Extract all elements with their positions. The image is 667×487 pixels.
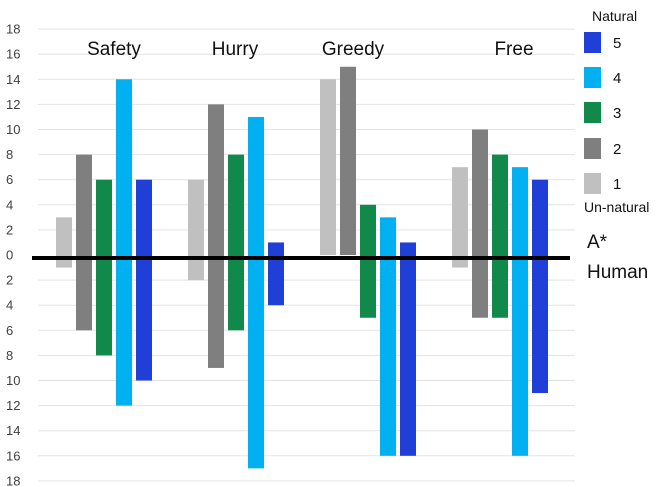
y-tick-label: 10 <box>6 122 20 137</box>
legend-label-2: 2 <box>613 141 621 158</box>
legend-unnatural-label: Un-natural <box>584 199 649 215</box>
astar-annotation: A* <box>587 232 608 253</box>
y-tick-label: 14 <box>6 423 20 438</box>
y-tick-label: 6 <box>6 172 13 187</box>
y-tick-label: 12 <box>6 97 20 112</box>
bar-astar-safety-4 <box>116 79 132 255</box>
y-tick-label: 16 <box>6 448 20 463</box>
legend-swatch-5 <box>584 32 601 53</box>
legend-swatch-1 <box>584 173 601 194</box>
category-labels: Safety Hurry Greedy Free <box>87 39 533 60</box>
y-tick-label: 4 <box>6 197 13 212</box>
category-label-greedy: Greedy <box>322 39 385 60</box>
bar-astar-hurry-4 <box>248 116 264 255</box>
y-tick-label: 4 <box>6 298 13 313</box>
bar-human-hurry-4 <box>248 255 264 469</box>
bar-human-hurry-3 <box>228 255 244 331</box>
y-tick-label: 8 <box>6 147 13 162</box>
bar-astar-greedy-5 <box>400 242 416 255</box>
bar-human-hurry-2 <box>208 255 224 368</box>
bar-human-greedy-5 <box>400 255 416 456</box>
y-tick-label: 2 <box>6 273 13 288</box>
bar-astar-hurry-3 <box>228 154 244 255</box>
y-axis-ticks: 18 16 14 12 10 8 6 4 2 0 2 4 6 8 10 12 14 16 18 <box>6 22 20 487</box>
bar-human-safety-4 <box>116 255 132 406</box>
category-label-safety: Safety <box>87 39 141 60</box>
bar-astar-hurry-1 <box>188 179 204 255</box>
bar-human-free-2 <box>472 255 488 318</box>
bar-astar-free-4 <box>512 167 528 255</box>
bar-astar-greedy-2 <box>340 66 356 255</box>
bar-human-greedy-3 <box>360 255 376 318</box>
bar-astar-hurry-2 <box>208 104 224 256</box>
bar-human-safety-2 <box>76 255 92 331</box>
bar-human-safety-5 <box>136 255 152 381</box>
bar-astar-greedy-1 <box>320 79 336 255</box>
y-tick-label: 2 <box>6 222 13 237</box>
legend-swatch-4 <box>584 67 601 88</box>
bar-astar-free-1 <box>452 167 468 255</box>
bar-astar-greedy-4 <box>380 217 396 255</box>
category-label-hurry: Hurry <box>212 39 259 60</box>
bar-human-free-3 <box>492 255 508 318</box>
y-tick-label: 14 <box>6 72 20 87</box>
bar-astar-safety-2 <box>76 154 92 255</box>
legend-label-3: 3 <box>613 105 621 122</box>
bars <box>56 66 548 469</box>
y-tick-label: 0 <box>6 248 13 263</box>
bar-astar-safety-1 <box>56 217 72 255</box>
bar-astar-safety-3 <box>96 179 112 255</box>
y-tick-label: 10 <box>6 373 20 388</box>
legend-label-5: 5 <box>613 35 621 52</box>
legend-label-4: 4 <box>613 70 621 87</box>
y-tick-label: 18 <box>6 473 20 487</box>
bar-human-free-5 <box>532 255 548 394</box>
category-label-free: Free <box>494 39 533 60</box>
legend-label-1: 1 <box>613 176 621 193</box>
bar-astar-free-2 <box>472 129 488 255</box>
legend: Natural Un-natural 5 4 3 2 1 <box>584 8 649 215</box>
bar-astar-greedy-3 <box>360 204 376 255</box>
legend-swatch-3 <box>584 102 601 123</box>
bar-astar-free-3 <box>492 154 508 255</box>
y-tick-label: 12 <box>6 398 20 413</box>
legend-title: Natural <box>592 8 637 24</box>
y-tick-label: 16 <box>6 47 20 62</box>
y-tick-label: 6 <box>6 323 13 338</box>
bar-human-hurry-1 <box>188 255 204 281</box>
bar-human-safety-3 <box>96 255 112 356</box>
bar-human-hurry-5 <box>268 255 284 306</box>
legend-swatch-2 <box>584 138 601 159</box>
human-annotation: Human <box>587 262 648 283</box>
y-tick-label: 8 <box>6 348 13 363</box>
bar-astar-free-5 <box>532 179 548 255</box>
bar-astar-hurry-5 <box>268 242 284 255</box>
bar-astar-safety-5 <box>136 179 152 255</box>
bar-human-greedy-4 <box>380 255 396 456</box>
y-tick-label: 18 <box>6 22 20 37</box>
bar-human-free-4 <box>512 255 528 456</box>
